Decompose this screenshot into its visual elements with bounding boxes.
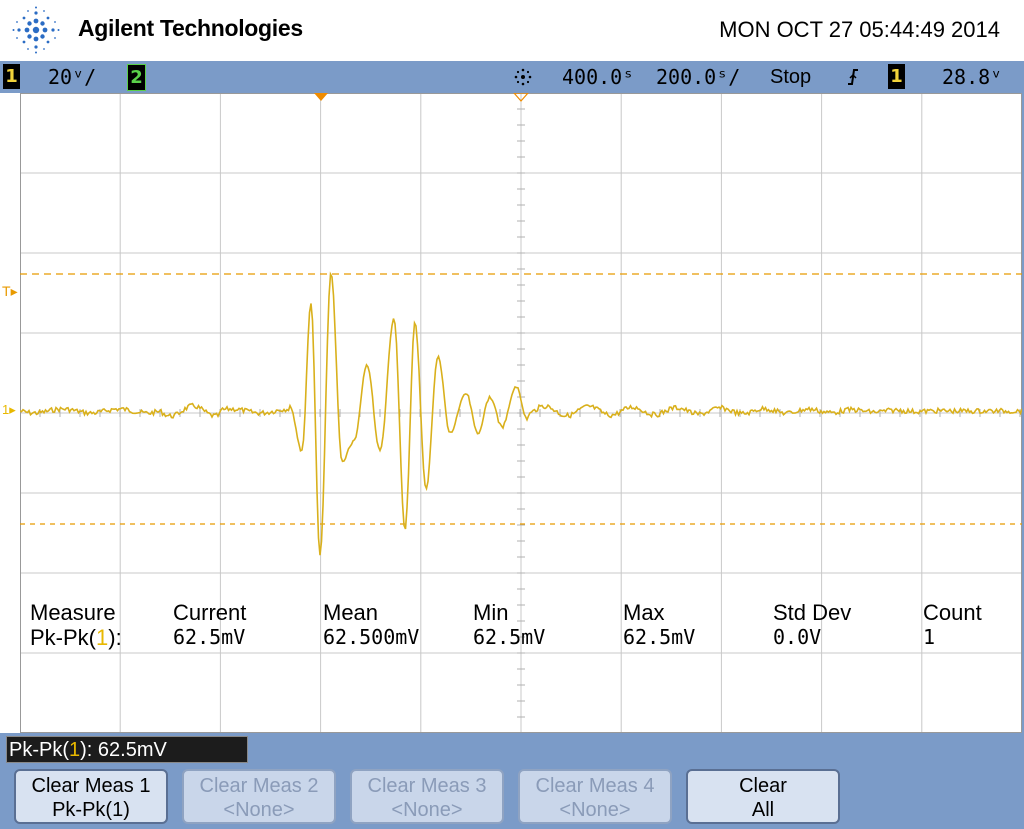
max-header: Max — [623, 600, 665, 625]
date-time: MON OCT 27 05:44:49 2014 — [719, 17, 1000, 42]
screen-edge — [1022, 93, 1024, 733]
max-column: Max 62.5mV — [623, 600, 695, 650]
trigger-position-marker — [314, 93, 328, 101]
clear-all-button[interactable]: Clear All — [686, 769, 840, 824]
mean-header: Mean — [323, 600, 379, 625]
marker-strip — [0, 93, 20, 733]
status-bar: 1 20ᵛ/ 2 400.0ˢ 200.0ˢ/ Stop 1 28.8ᵛ — [0, 61, 1024, 93]
horizontal-delay[interactable]: 400.0ˢ — [562, 65, 635, 89]
acquisition-spark-icon — [514, 68, 532, 86]
measure-row-name: Pk-Pk(1): — [30, 625, 122, 650]
count-column: Count 1 — [923, 600, 982, 650]
min-header: Min — [473, 600, 509, 625]
delay-reference-marker — [513, 93, 529, 102]
current-value: 62.5mV — [173, 625, 246, 649]
count-header: Count — [923, 600, 982, 625]
brand-title: Agilent Technologies — [78, 15, 303, 41]
clear-meas-4-button[interactable]: Clear Meas 4 <None> — [518, 769, 672, 824]
trigger-level[interactable]: 28.8ᵛ — [942, 65, 1003, 89]
mean-value: 62.500mV — [323, 625, 420, 649]
channel-1-scale[interactable]: 20ᵛ/ — [48, 65, 97, 89]
timebase-scale[interactable]: 200.0ˢ/ — [656, 65, 741, 89]
current-header: Current — [173, 600, 247, 625]
std-dev-header: Std Dev — [773, 600, 852, 625]
std-dev-value: 0.0V — [773, 625, 822, 649]
rising-edge-trigger-icon — [848, 69, 858, 85]
channel-1-indicator[interactable]: 1 — [3, 64, 20, 89]
channel-1-ground-marker[interactable]: 1▸ — [2, 402, 16, 417]
channel-2-indicator[interactable]: 2 — [127, 64, 146, 91]
measure-header: Measure — [30, 600, 116, 625]
clear-meas-3-button[interactable]: Clear Meas 3 <None> — [350, 769, 504, 824]
agilent-spark-logo-icon — [12, 6, 60, 54]
measurement-readout: Pk-Pk(1): 62.5mV — [6, 736, 248, 763]
waveform-display[interactable] — [20, 93, 1022, 733]
max-value: 62.5mV — [623, 625, 696, 649]
min-value: 62.5mV — [473, 625, 546, 649]
count-value: 1 — [923, 625, 936, 649]
trigger-level-marker[interactable]: T▸ — [2, 283, 18, 299]
trigger-source[interactable]: 1 — [888, 64, 905, 89]
min-column: Min 62.5mV — [473, 600, 545, 650]
measure-column: Measure Pk-Pk(1): — [30, 600, 122, 650]
clear-meas-2-button[interactable]: Clear Meas 2 <None> — [182, 769, 336, 824]
clear-meas-1-button[interactable]: Clear Meas 1 Pk-Pk(1) — [14, 769, 168, 824]
channel-1-waveform — [20, 271, 1022, 556]
header-bar: Agilent Technologies MON OCT 27 05:44:49… — [0, 0, 1024, 61]
mean-column: Mean 62.500mV — [323, 600, 419, 650]
current-column: Current 62.5mV — [173, 600, 246, 650]
std-dev-column: Std Dev 0.0V — [773, 600, 851, 650]
run-state[interactable]: Stop — [770, 66, 812, 88]
